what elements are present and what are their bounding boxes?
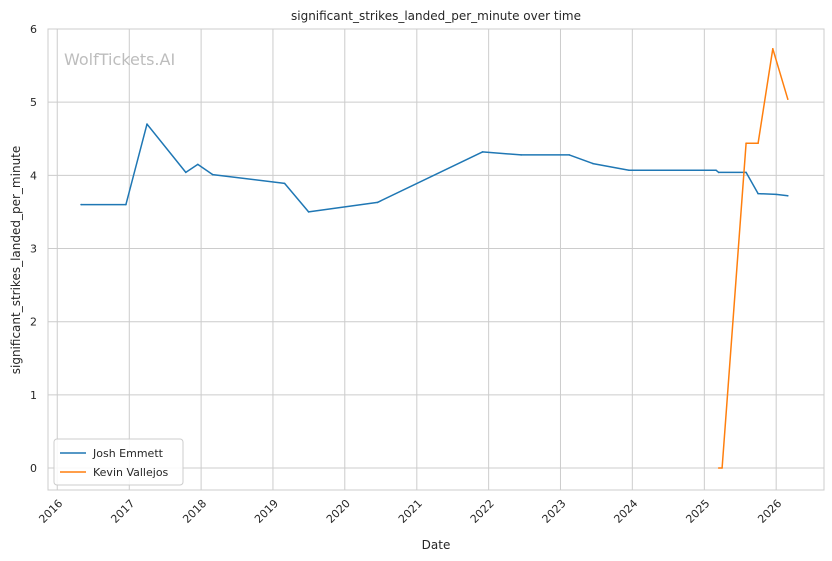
data-point-josh-emmett — [715, 169, 717, 171]
legend-box — [53, 438, 184, 486]
data-point-josh-emmett — [211, 173, 214, 176]
data-point-josh-emmett — [376, 201, 379, 204]
data-point-kevin-vallejos — [757, 142, 759, 144]
data-point-josh-emmett — [745, 171, 747, 174]
data-point-josh-emmett — [520, 154, 522, 156]
data-point-josh-emmett — [197, 163, 199, 166]
grid — [48, 28, 824, 490]
y-axis-label: significant_strikes_landed_per_minute — [9, 146, 23, 375]
data-point-josh-emmett — [717, 171, 720, 174]
legend: Josh Emmett Kevin Vallejos — [53, 438, 184, 486]
y-tick-label: 2 — [30, 316, 37, 329]
data-point-kevin-vallejos — [772, 48, 774, 50]
x-axis-label: Date — [422, 538, 451, 552]
y-axis-ticks: 0 1 2 3 4 5 6 — [30, 23, 37, 475]
data-point-josh-emmett — [283, 182, 286, 185]
data-point-kevin-vallejos — [787, 98, 789, 100]
series-line-josh-emmett — [81, 123, 788, 213]
data-point-josh-emmett — [481, 151, 484, 153]
data-point-josh-emmett — [628, 169, 630, 171]
legend-label-josh-emmett: Josh Emmett — [92, 447, 164, 460]
chart-title: significant_strikes_landed_per_minute ov… — [291, 9, 581, 23]
data-point-josh-emmett — [787, 195, 789, 197]
data-point-kevin-vallejos — [717, 467, 720, 469]
plot-frame — [47, 28, 825, 491]
series-layer — [80, 48, 789, 469]
data-point-josh-emmett — [125, 203, 127, 206]
data-point-josh-emmett — [757, 192, 759, 195]
y-tick-label: 5 — [30, 96, 37, 109]
data-point-josh-emmett — [568, 154, 571, 156]
data-point-josh-emmett — [80, 203, 82, 206]
data-point-kevin-vallejos — [721, 467, 723, 469]
data-point-josh-emmett — [775, 193, 777, 196]
y-tick-label: 0 — [30, 462, 37, 475]
watermark: WolfTickets.AI — [64, 50, 175, 69]
data-point-josh-emmett — [307, 211, 310, 213]
data-point-josh-emmett — [185, 171, 187, 174]
data-point-josh-emmett — [592, 162, 594, 165]
data-point-josh-emmett — [146, 123, 148, 125]
legend-label-kevin-vallejos: Kevin Vallejos — [93, 466, 169, 479]
data-point-kevin-vallejos — [745, 142, 747, 144]
y-tick-label: 1 — [30, 389, 37, 402]
y-tick-label: 3 — [30, 243, 37, 256]
y-tick-label: 4 — [30, 169, 37, 182]
y-tick-label: 6 — [30, 23, 37, 36]
